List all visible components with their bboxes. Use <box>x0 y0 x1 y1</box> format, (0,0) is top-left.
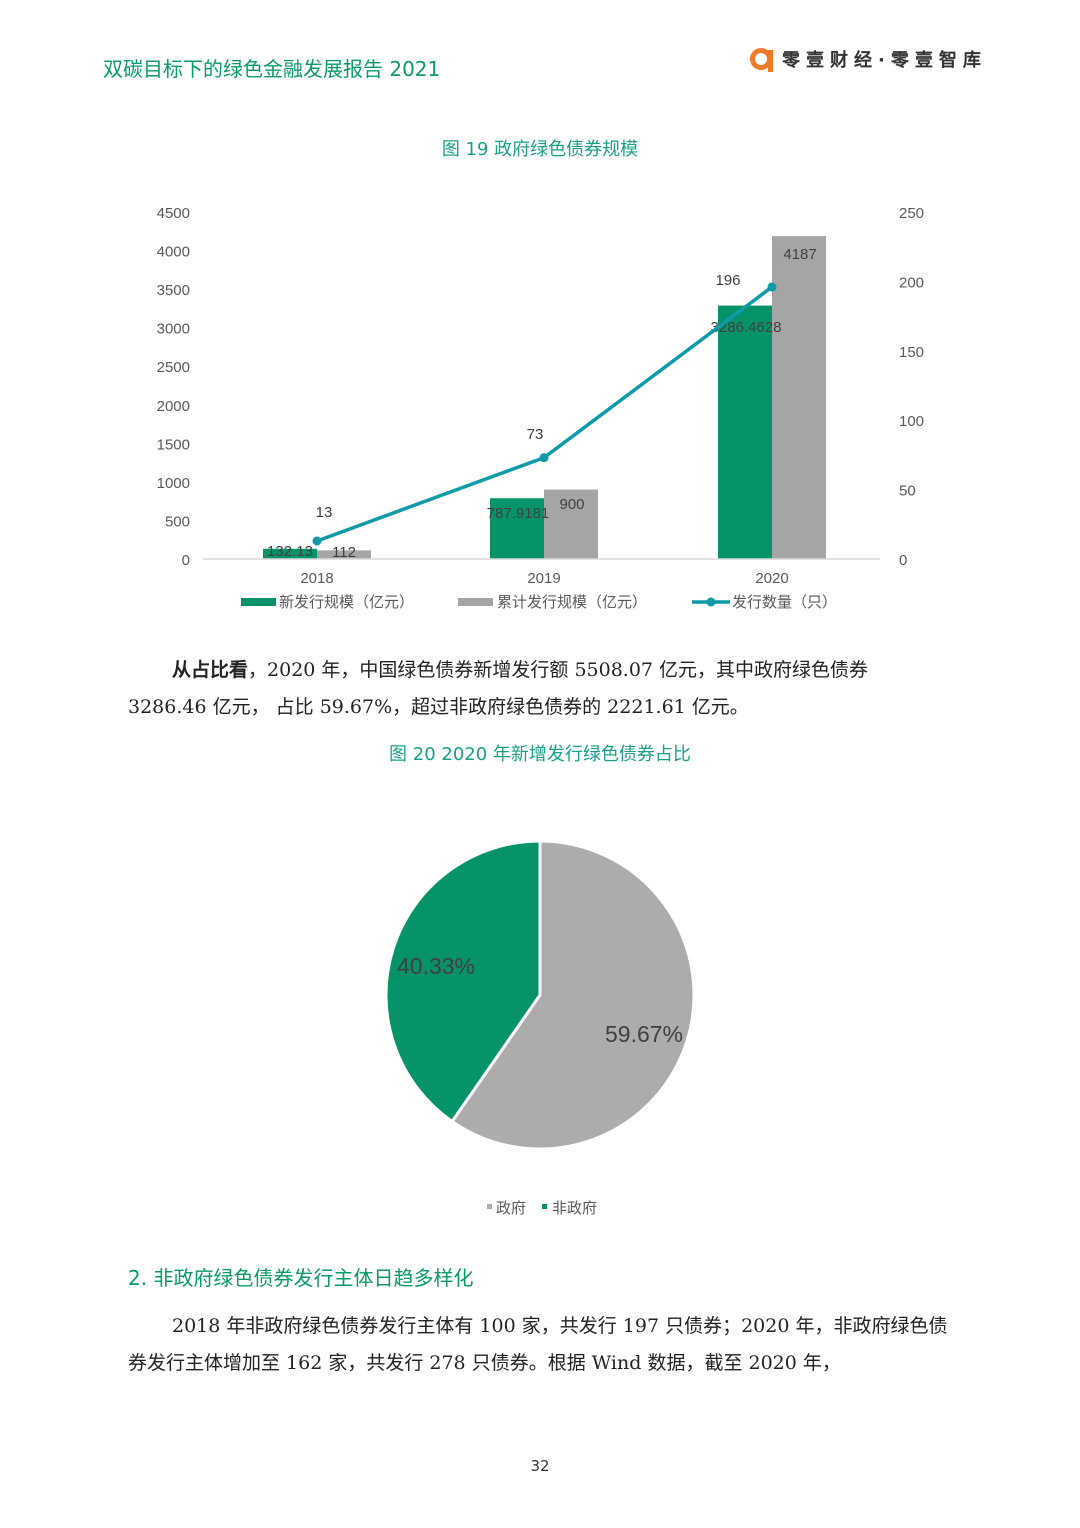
legend-swatch-government <box>487 1204 492 1209</box>
line-point <box>539 453 549 463</box>
paragraph-issuers: 2018 年非政府绿色债券发行主体有 100 家，共发行 197 只债券；202… <box>128 1315 948 1374</box>
legend-label-non-government: 非政府 <box>552 1200 597 1217</box>
paragraph-lead: 从占比看 <box>172 659 249 681</box>
paragraph-text: ，2020 年，中国绿色债券新增发行额 5508.07 亿元，其中政府绿色债券 … <box>128 659 869 718</box>
left-axis-tick: 3000 <box>157 321 190 338</box>
left-axis-tick: 1500 <box>157 436 190 453</box>
left-axis-tick: 1000 <box>157 475 190 492</box>
bar-label-new: 3286.4628 <box>711 319 782 336</box>
right-axis-tick: 50 <box>899 483 916 500</box>
bar-new <box>718 305 772 559</box>
legend-label-cumulative: 累计发行规模（亿元） <box>497 594 647 611</box>
right-axis-tick: 250 <box>899 205 924 222</box>
x-axis-tick: 2018 <box>300 570 333 587</box>
pie-label: 59.67% <box>605 1021 683 1047</box>
paragraph-share: 从占比看，2020 年，中国绿色债券新增发行额 5508.07 亿元，其中政府绿… <box>128 652 952 726</box>
pie-slice-government <box>449 839 696 1151</box>
left-axis-tick: 500 <box>165 513 190 530</box>
bar-label-cumulative: 4187 <box>783 246 816 263</box>
page-number: 32 <box>530 1457 550 1475</box>
bar-cumulative <box>772 236 826 559</box>
bar-cumulative <box>317 550 371 559</box>
line-label: 13 <box>316 504 333 521</box>
brand-logo: 零壹财经·零壹智库 <box>750 46 987 72</box>
logo-icon <box>750 48 773 72</box>
bar-label-new: 132.13 <box>267 543 313 560</box>
line-label: 73 <box>527 426 544 443</box>
legend-swatch-non-government <box>542 1204 547 1209</box>
legend-label-government: 政府 <box>496 1200 526 1217</box>
right-axis-tick: 150 <box>899 344 924 361</box>
pie-label: 40.33% <box>397 953 475 979</box>
x-axis-tick: 2019 <box>527 570 560 587</box>
figure-19-title: 图 19 政府绿色债券规模 <box>441 139 639 160</box>
bar-label-new: 787.9181 <box>487 505 550 522</box>
left-axis-tick: 0 <box>182 552 190 569</box>
left-axis-tick: 3500 <box>157 282 190 299</box>
right-axis-tick: 200 <box>899 274 924 291</box>
line-label: 196 <box>715 272 740 289</box>
left-axis-tick: 4000 <box>157 244 190 261</box>
bar-cumulative <box>544 489 598 559</box>
x-axis-tick: 2020 <box>755 570 788 587</box>
legend-label-line: 发行数量（只） <box>732 594 837 611</box>
legend-swatch-cumulative <box>458 598 493 606</box>
line-point <box>312 536 322 546</box>
bar-label-cumulative: 112 <box>332 544 356 561</box>
left-axis-tick: 2500 <box>157 359 190 376</box>
right-axis-tick: 0 <box>899 552 907 569</box>
logo-text: 零壹财经·零壹智库 <box>782 50 987 71</box>
legend-label-new: 新发行规模（亿元） <box>279 594 414 611</box>
bar-label-cumulative: 900 <box>559 496 584 513</box>
line-point <box>767 282 777 292</box>
right-axis-tick: 100 <box>899 413 924 430</box>
legend-swatch-new <box>241 598 276 606</box>
report-title: 双碳目标下的绿色金融发展报告 2021 <box>103 57 441 81</box>
section-heading: 2. 非政府绿色债券发行主体日趋多样化 <box>128 1266 474 1290</box>
pie-slice-non-government <box>384 839 542 1124</box>
legend-marker-line <box>706 597 716 607</box>
figure-20-title: 图 20 2020 年新增发行绿色债券占比 <box>389 744 691 765</box>
share-pie-chart: 59.67% 40.33% 政府 非政府 <box>384 839 696 1217</box>
bar-new <box>490 498 544 559</box>
left-axis-tick: 2000 <box>157 398 190 415</box>
left-axis-tick: 4500 <box>157 205 190 222</box>
bar-new <box>263 548 317 559</box>
bond-scale-chart: 0 500 1000 1500 2000 2500 3000 3500 4000 4500 0 50 1… <box>157 205 924 611</box>
